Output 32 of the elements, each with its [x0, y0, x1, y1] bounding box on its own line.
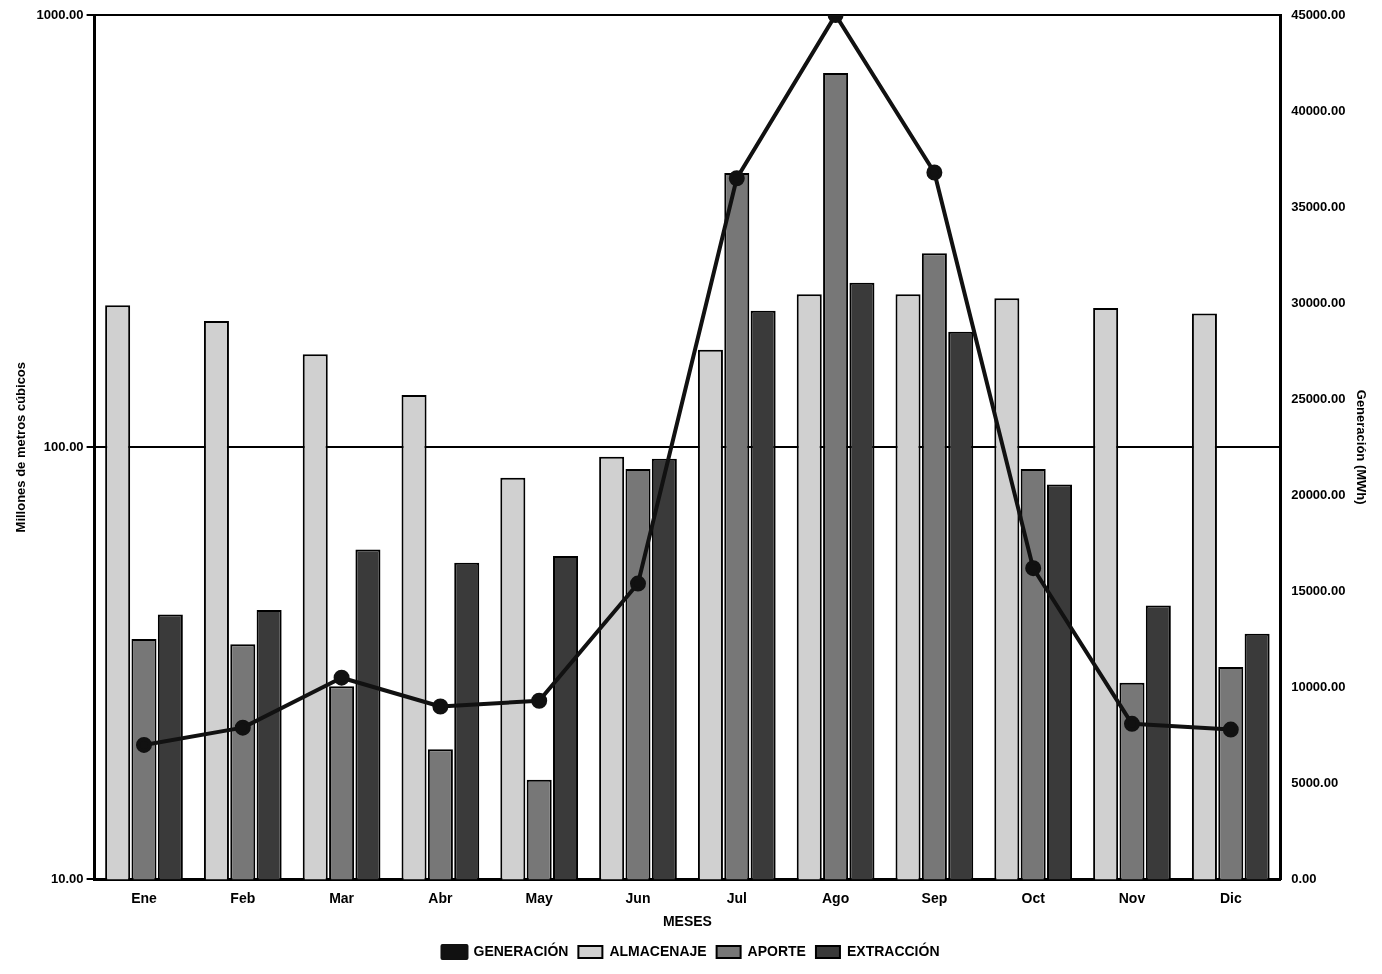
y2-tick-label: 30000.00 [1291, 294, 1346, 310]
y2-tick-label: 25000.00 [1291, 390, 1346, 406]
x-tick-label: Mar [329, 889, 355, 906]
x-tick-label: Oct [1021, 889, 1046, 906]
x-tick-label: Ene [131, 889, 158, 906]
x-tick-label: Ago [821, 889, 850, 906]
y2-tick-label: 0.00 [1291, 870, 1317, 886]
x-tick-label: Nov [1118, 889, 1146, 906]
y2-axis-title: Generación (MWh) [1353, 389, 1369, 505]
x-tick-label: Abr [428, 889, 453, 906]
x-tick-label: Feb [230, 889, 256, 906]
y2-tick-label: 5000.00 [1291, 774, 1339, 790]
x-tick-label: Dic [1219, 889, 1242, 906]
legend-label: APORTE [747, 942, 806, 959]
y2-tick-label: 10000.00 [1291, 678, 1346, 694]
x-tick-label: Jul [726, 889, 747, 906]
y-axis-title: Millones de metros cúbicos [13, 361, 29, 533]
y2-tick-label: 15000.00 [1291, 582, 1346, 598]
legend-label: GENERACIÓN [473, 941, 569, 959]
legend-label: EXTRACCIÓN [846, 941, 940, 959]
y2-tick-label: 45000.00 [1291, 6, 1346, 22]
y-tick-label: 100.00 [43, 438, 84, 454]
y2-tick-label: 40000.00 [1291, 102, 1346, 118]
y-tick-label: 1000.00 [36, 6, 84, 22]
y-tick-label: 10.00 [51, 870, 84, 886]
x-tick-label: Sep [921, 889, 948, 906]
x-tick-label: May [525, 889, 554, 906]
y2-tick-label: 35000.00 [1291, 198, 1346, 214]
x-axis-title: MESES [662, 913, 712, 930]
y2-tick-label: 20000.00 [1291, 486, 1346, 502]
legend-label: ALMACENAJE [609, 942, 707, 959]
x-tick-label: Jun [625, 889, 651, 906]
